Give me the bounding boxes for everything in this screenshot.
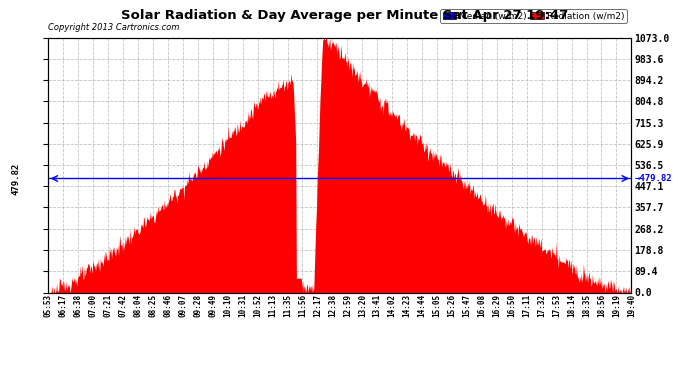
Text: Copyright 2013 Cartronics.com: Copyright 2013 Cartronics.com: [48, 23, 179, 32]
Text: 479.82: 479.82: [12, 162, 21, 195]
Text: Solar Radiation & Day Average per Minute Sat Apr 27 19:47: Solar Radiation & Day Average per Minute…: [121, 9, 569, 22]
Text: →479.82: →479.82: [634, 174, 672, 183]
Legend: Median (w/m2), Radiation (w/m2): Median (w/m2), Radiation (w/m2): [440, 9, 627, 23]
